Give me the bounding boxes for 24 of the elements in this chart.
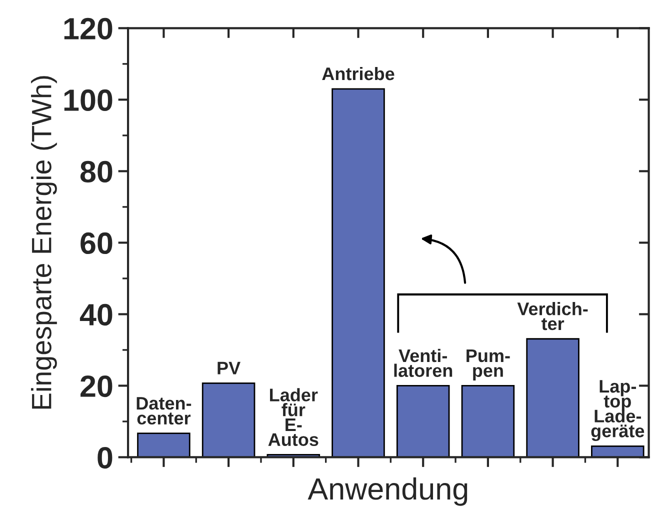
- y-tick-label: 80: [80, 160, 112, 183]
- x-tick-label: Lap- top Lade- geräte: [591, 380, 644, 441]
- x-axis-title: Anwendung: [308, 477, 468, 506]
- x-tick-label: Verdich- ter: [517, 302, 588, 330]
- bar: [461, 385, 515, 458]
- x-tick-label: Pum- pen: [466, 350, 510, 381]
- y-tick-label: 120: [64, 18, 112, 40]
- bar: [396, 385, 450, 458]
- x-tick-label: Daten- center: [136, 397, 192, 425]
- y-tick-label: 100: [64, 89, 112, 112]
- bar: [591, 445, 644, 458]
- y-tick-label: 60: [80, 232, 112, 254]
- y-axis-title: Eingesparte Energie (TWh): [31, 76, 57, 409]
- x-tick-label: Lader für E- Autos: [268, 388, 318, 446]
- y-tick-label: 20: [80, 375, 112, 398]
- x-tick-label: PV: [218, 362, 240, 374]
- bar: [137, 432, 190, 458]
- x-tick-label: Antriebe: [322, 66, 394, 80]
- y-tick-label: 0: [98, 446, 112, 469]
- bar: [202, 382, 256, 458]
- x-tick-label: Venti- latoren: [394, 348, 452, 377]
- bar: [332, 88, 385, 458]
- y-tick-label: 40: [80, 304, 112, 326]
- bar: [526, 338, 580, 458]
